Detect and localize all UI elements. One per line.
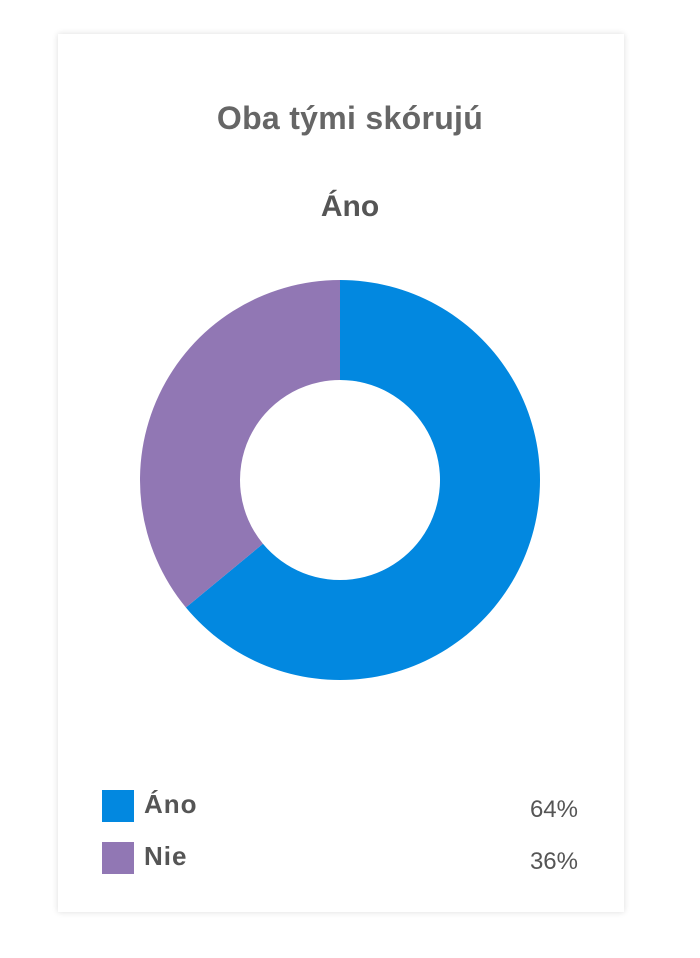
chart-subtitle: Áno [320, 190, 380, 223]
legend-value-nie: 36% [529, 848, 578, 875]
donut-slice-ano [185, 280, 540, 680]
legend-label-ano: Áno [144, 789, 198, 819]
legend-value-ano: 64% [529, 796, 578, 823]
legend-swatch-ano [102, 790, 134, 822]
donut-chart [140, 280, 540, 680]
legend-label-nie: Nie [144, 841, 188, 871]
donut-slice-nie [140, 280, 340, 608]
legend-swatch-nie [102, 842, 134, 874]
legend-item-ano: Áno 64% [102, 789, 578, 823]
chart-title: Oba tými skórujú [216, 100, 484, 136]
legend-item-nie: Nie 36% [102, 841, 578, 875]
